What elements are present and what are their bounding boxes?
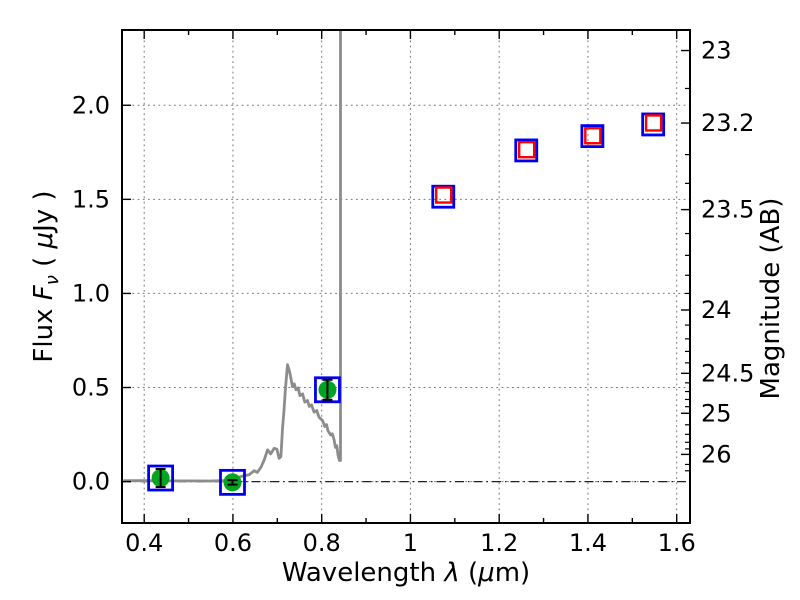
y-right-tick-label: 26 — [701, 440, 732, 468]
y-left-tick-label: 0.5 — [72, 374, 110, 402]
x-tick-label: 1.2 — [480, 529, 518, 557]
x-tick-label: 1.6 — [658, 529, 696, 557]
plot-area — [122, 30, 690, 523]
y-left-axis-label: Flux Fν ( μJy ) — [29, 190, 63, 362]
x-tick-label: 1 — [403, 529, 418, 557]
x-tick-label: 0.6 — [214, 529, 252, 557]
axes-frame — [121, 29, 691, 524]
y-right-tick-label: 23 — [701, 37, 732, 65]
model-spectrum-line — [123, 30, 342, 483]
y-right-tick-label: 25 — [701, 399, 732, 427]
y-right-tick-label: 23.2 — [701, 109, 754, 137]
blue-square-marker — [314, 376, 341, 404]
y-right-tick-label: 24 — [701, 296, 732, 324]
blue-square-marker — [514, 138, 539, 163]
y-left-tick-label: 1.0 — [72, 279, 110, 307]
x-tick-label: 0.4 — [125, 529, 163, 557]
blue-square-marker — [580, 124, 605, 149]
y-right-axis-label: Magnitude (AB) — [756, 198, 786, 400]
blue-square-marker — [431, 184, 456, 209]
y-left-tick-label: 2.0 — [72, 91, 110, 119]
y-left-tick-label: 1.5 — [72, 185, 110, 213]
blue-square-marker — [219, 468, 246, 496]
blue-square-marker — [147, 464, 175, 492]
red-square-marker — [518, 140, 536, 159]
x-tick-label: 0.8 — [303, 529, 341, 557]
x-axis-label: Wavelength λ (μm) — [282, 558, 530, 588]
red-square-marker — [644, 114, 663, 132]
x-tick-label: 1.4 — [569, 529, 607, 557]
y-left-tick-label: 0.0 — [72, 468, 110, 496]
red-square-marker — [435, 186, 453, 204]
y-right-tick-label: 23.5 — [701, 196, 754, 224]
blue-square-marker — [641, 112, 666, 137]
y-right-tick-label: 24.5 — [701, 359, 754, 387]
red-square-marker — [584, 127, 602, 145]
